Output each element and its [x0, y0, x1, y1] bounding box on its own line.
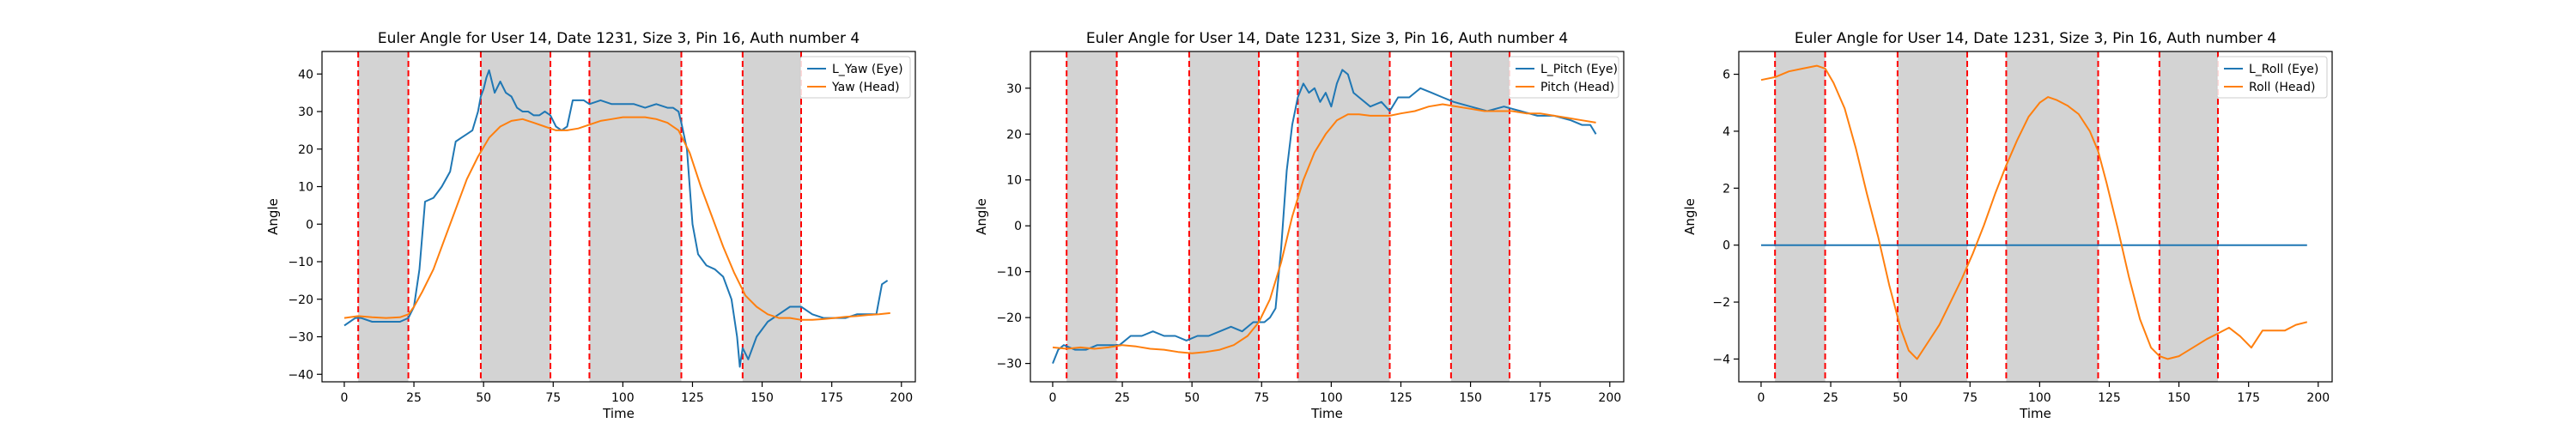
- y-tick-label: 40: [298, 68, 313, 82]
- axes-frame: [1738, 51, 2333, 383]
- shaded-interval: [1297, 51, 1390, 382]
- y-tick-label: −20: [288, 293, 313, 307]
- shaded-interval: [1188, 51, 1260, 382]
- chart-2: 0 25 50 75 100 125 150 175 200 −30 −20 −10 0 10 20 30 Eu…: [974, 30, 1625, 421]
- x-tick-label: 175: [820, 391, 843, 405]
- x-axis-label: Time: [1310, 406, 1343, 421]
- series-group: [343, 69, 890, 368]
- x-tick-label: 100: [611, 391, 635, 405]
- axes-frame: [321, 51, 916, 383]
- y-tick-label: 10: [1006, 174, 1022, 188]
- y-tick-label: −30: [996, 358, 1022, 372]
- series-line: [1760, 64, 2308, 360]
- series-line: [343, 116, 890, 321]
- x-tick-label: 75: [1254, 391, 1269, 405]
- chart-title: Euler Angle for User 14, Date 1231, Size…: [1086, 30, 1568, 47]
- legend-entry-label: L_Pitch (Eye): [1540, 63, 1618, 76]
- x-tick-label: 175: [1528, 391, 1552, 405]
- x-tick-label: 25: [1115, 391, 1130, 405]
- chart-3: 0 25 50 75 100 125 150 175 200 −4 −2 0 2 4 6 Euler Angl…: [1682, 30, 2333, 421]
- x-tick-label: 0: [1048, 391, 1056, 405]
- x-tick-label: 125: [1389, 391, 1413, 405]
- x-tick-label: 100: [1320, 391, 1343, 405]
- x-tick-label: 50: [1184, 391, 1200, 405]
- y-tick-label: 4: [1722, 125, 1730, 139]
- series-line: [1052, 103, 1596, 354]
- x-tick-label: 125: [2098, 391, 2121, 405]
- shaded-interval: [1897, 51, 1968, 382]
- legend-entry-label: L_Roll (Eye): [2249, 63, 2318, 76]
- x-tick-label: 150: [2167, 391, 2190, 405]
- legend-entry-label: L_Yaw (Eye): [832, 63, 903, 76]
- legend: L_Roll (Eye) Roll (Head): [2216, 56, 2328, 99]
- y-axis-label: Angle: [974, 198, 989, 235]
- y-tick-label: 20: [1006, 128, 1022, 142]
- x-tick-label: 25: [1823, 391, 1838, 405]
- series-group: [1052, 69, 1597, 364]
- shaded-interval: [1450, 51, 1510, 382]
- y-tick-label: 10: [298, 181, 313, 195]
- x-tick-label: 50: [1893, 391, 1908, 405]
- x-axis-label: Time: [2019, 406, 2051, 421]
- y-tick-label: −10: [288, 256, 313, 269]
- series-line: [343, 69, 889, 368]
- legend: L_Pitch (Eye) Pitch (Head): [1508, 56, 1619, 99]
- axes-frame: [1030, 51, 1625, 383]
- y-tick-label: 0: [1014, 220, 1022, 233]
- x-tick-label: 0: [1757, 391, 1765, 405]
- x-tick-label: 75: [545, 391, 561, 405]
- y-tick-label: −4: [1712, 353, 1730, 366]
- y-tick-label: 2: [1722, 182, 1730, 196]
- series-line: [1052, 69, 1597, 364]
- shaded-interval: [2159, 51, 2218, 382]
- y-tick-label: 20: [298, 143, 313, 157]
- y-tick-label: −40: [288, 368, 313, 382]
- shaded-interval: [480, 51, 551, 382]
- legend-box: [2216, 56, 2328, 99]
- legend-entry-label: Pitch (Head): [1540, 81, 1614, 94]
- legend-box: [799, 56, 911, 99]
- y-tick-label: 30: [298, 106, 313, 119]
- x-tick-label: 150: [750, 391, 774, 405]
- y-tick-label: 0: [306, 218, 313, 232]
- series-group: [1760, 64, 2308, 360]
- shaded-interval: [1775, 51, 1826, 382]
- shaded-interval: [2006, 51, 2099, 382]
- x-tick-label: 200: [1598, 391, 1621, 405]
- x-axis-label: Time: [602, 406, 635, 421]
- x-tick-label: 75: [1962, 391, 1978, 405]
- x-tick-label: 25: [406, 391, 422, 405]
- x-tick-label: 175: [2237, 391, 2260, 405]
- x-tick-label: 150: [1459, 391, 1482, 405]
- y-tick-label: −20: [996, 311, 1022, 325]
- chart-title: Euler Angle for User 14, Date 1231, Size…: [378, 30, 860, 47]
- y-tick-label: −30: [288, 331, 313, 345]
- x-tick-label: 0: [340, 391, 348, 405]
- legend: L_Yaw (Eye) Yaw (Head): [799, 56, 911, 99]
- chart-1: 0 25 50 75 100 125 150 175 200 −40 −30 −20 −10 0 10 20 3…: [265, 30, 916, 421]
- x-tick-label: 125: [681, 391, 704, 405]
- shaded-interval: [358, 51, 409, 382]
- y-axis-label: Angle: [265, 198, 281, 235]
- chart-title: Euler Angle for User 14, Date 1231, Size…: [1795, 30, 2276, 47]
- legend-entry-label: Yaw (Head): [831, 81, 900, 94]
- y-tick-label: 30: [1006, 82, 1022, 96]
- y-tick-label: −10: [996, 266, 1022, 280]
- legend-entry-label: Roll (Head): [2249, 81, 2315, 94]
- shaded-interval: [742, 51, 801, 382]
- x-tick-label: 200: [890, 391, 913, 405]
- y-tick-label: 6: [1722, 69, 1730, 82]
- y-tick-label: −2: [1712, 296, 1730, 310]
- shaded-interval: [1066, 51, 1117, 382]
- x-tick-label: 100: [2028, 391, 2051, 405]
- x-tick-label: 50: [476, 391, 491, 405]
- y-tick-label: 0: [1722, 239, 1730, 253]
- legend-box: [1508, 56, 1619, 99]
- y-axis-label: Angle: [1682, 198, 1698, 235]
- x-tick-label: 200: [2306, 391, 2330, 405]
